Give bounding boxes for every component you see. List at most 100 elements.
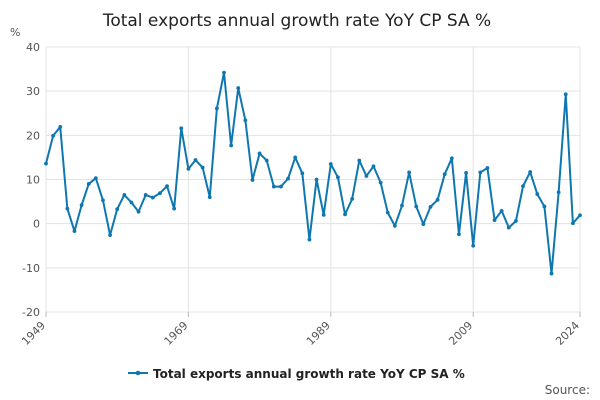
x-axis-ticks: 1949 1969 1989 2009 2024 [19,312,582,348]
data-point [435,197,440,202]
data-point [186,167,191,171]
data-point [578,213,582,218]
data-point [222,70,226,75]
data-point [528,170,533,174]
data-point [570,221,575,226]
series-line [45,71,581,275]
data-point [44,161,48,166]
data-point [165,184,169,189]
data-point [179,126,184,131]
y-tick-label: 10 [26,174,40,187]
data-point [286,176,290,181]
data-point [357,158,362,163]
data-point [243,118,248,123]
data-point [492,218,497,223]
data-point [364,174,369,178]
data-point [343,212,347,217]
data-point [65,206,70,211]
data-point [101,198,105,203]
data-point [464,170,468,175]
data-point [392,223,397,228]
data-point [535,192,540,196]
data-point [200,165,205,170]
data-point [556,190,561,195]
data-point [236,86,241,90]
series-layer [44,70,582,276]
data-point [264,158,269,163]
data-point [521,184,525,189]
legend[interactable]: Total exports annual growth rate YoY CP … [128,367,465,381]
data-point [250,178,255,182]
x-tick-label: 1969 [162,319,191,348]
data-point [385,210,390,215]
data-point [350,197,355,201]
data-point [506,225,511,230]
source-label[interactable]: Source: [545,383,590,397]
data-point [158,191,162,196]
data-point [150,195,155,200]
x-tick-label: 1949 [19,319,48,348]
data-point [421,222,426,227]
data-point [108,233,112,238]
data-point [414,204,419,209]
data-point [328,162,333,166]
data-point [514,219,518,223]
data-point [193,158,198,162]
data-point [471,243,476,248]
data-point [72,229,77,234]
data-point [307,237,312,242]
data-point [428,204,433,209]
gridlines [45,46,581,313]
data-point [499,208,504,213]
x-tick-label: 2024 [553,319,582,348]
data-point [478,170,483,175]
data-point [279,184,283,189]
data-point [293,155,298,160]
data-point [79,203,84,208]
x-tick-label: 2009 [446,319,475,348]
data-point [563,92,568,97]
data-point [549,271,554,276]
data-point [207,195,212,200]
data-point [122,193,127,197]
data-point [129,200,134,205]
data-point [407,170,412,175]
data-point [214,106,219,111]
legend-label: Total exports annual growth rate YoY CP … [153,367,465,381]
y-axis-ticks: -20 -10 0 10 20 30 40 [22,41,40,319]
data-point [229,143,234,148]
y-tick-label: -10 [22,262,40,275]
y-tick-label: 20 [26,129,40,142]
data-point [378,180,383,185]
data-point [58,125,63,129]
data-point [51,133,56,138]
y-tick-label: 0 [33,218,40,231]
data-point [442,172,447,177]
data-point [457,232,461,237]
legend-marker-swatch [135,370,141,376]
data-point [314,177,319,182]
chart-title: Total exports annual growth rate YoY CP … [102,11,491,31]
data-point [136,209,141,214]
data-point [271,184,276,189]
data-point [400,203,404,208]
data-point [86,182,91,186]
data-point [449,156,454,161]
data-point [115,207,120,211]
data-point [257,151,262,156]
data-point [300,171,305,176]
data-point [172,206,177,211]
x-tick-label: 1989 [304,319,333,348]
y-tick-label: 30 [26,85,40,98]
data-point [371,164,376,169]
data-point [93,176,98,181]
y-tick-label: -20 [22,306,40,319]
data-point [542,204,547,209]
y-tick-label: 40 [26,41,40,54]
data-point [485,166,490,170]
data-point [336,175,340,180]
data-point [143,193,148,197]
y-axis-unit-label: % [10,26,20,39]
